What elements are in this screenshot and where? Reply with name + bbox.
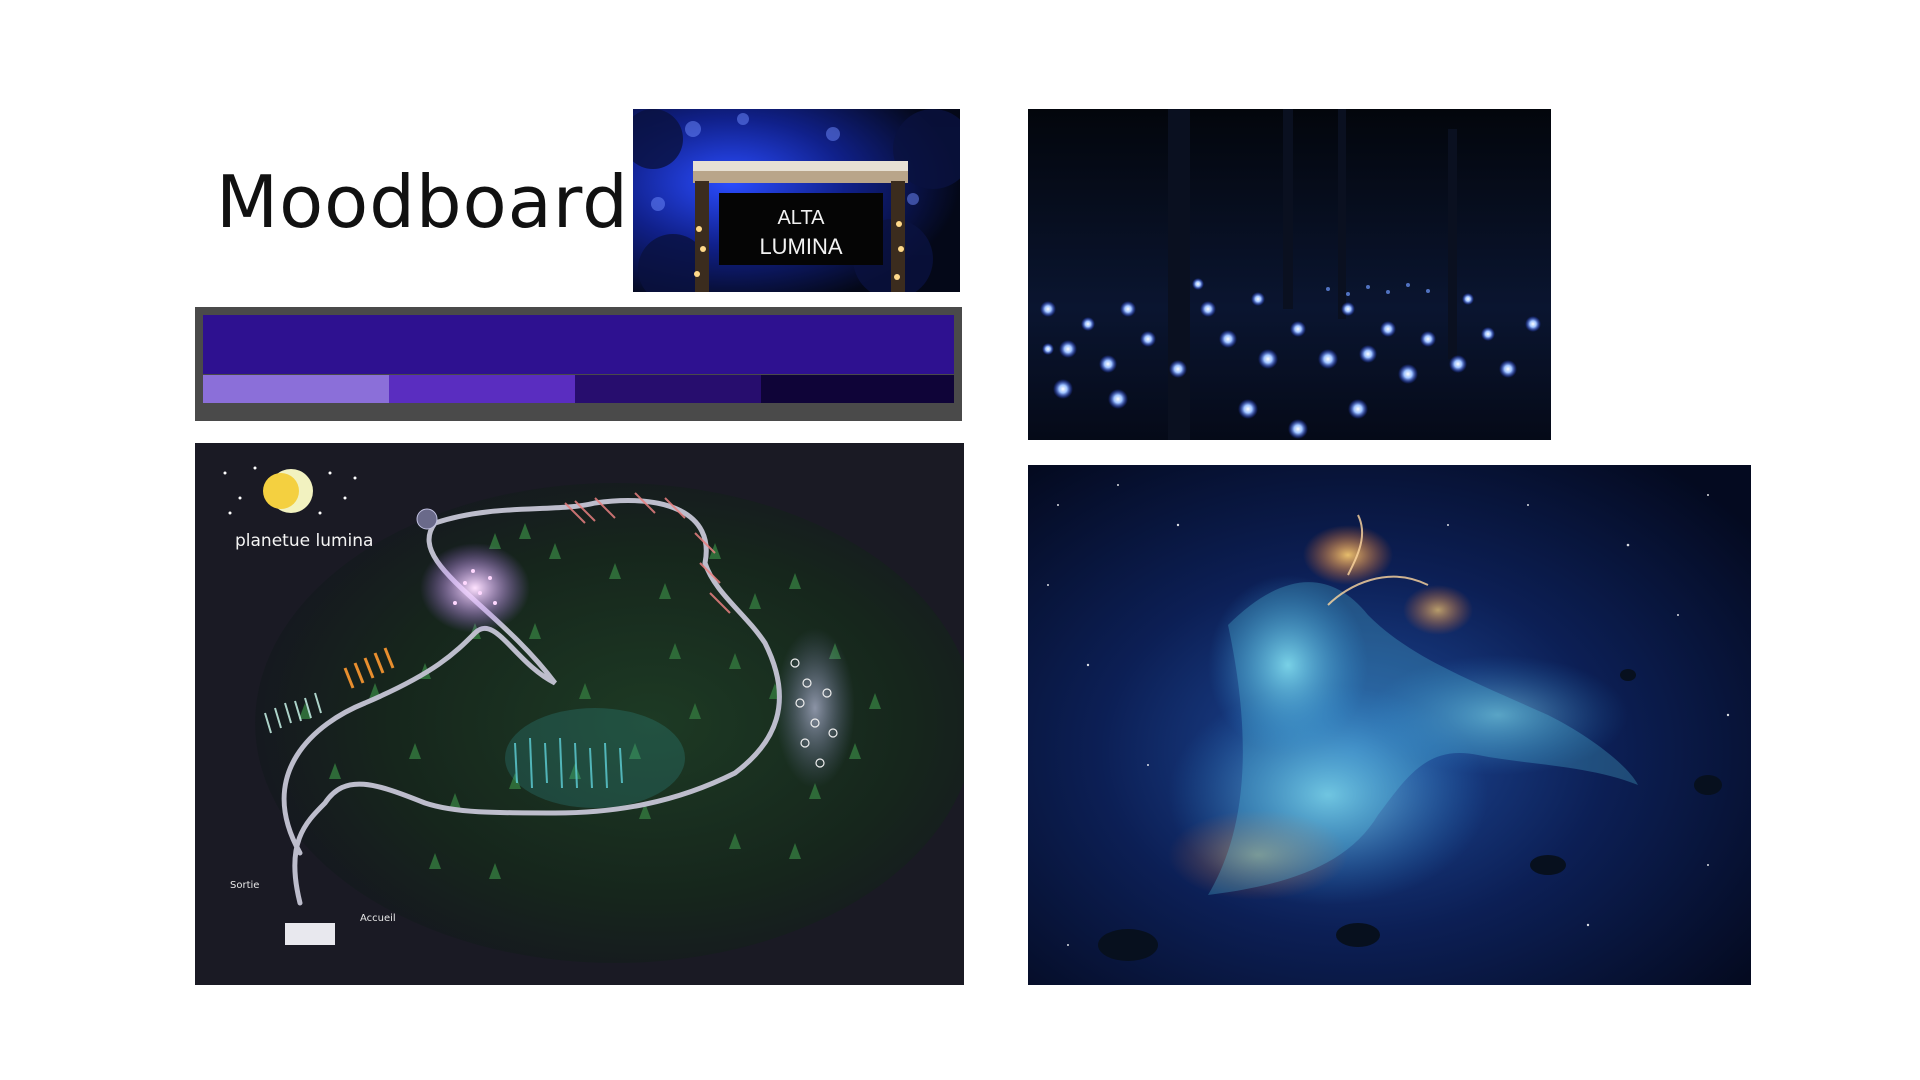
- park-map-illustration: planetue lumina Sortie Accueil: [195, 443, 964, 985]
- nebula-deer-artwork: [1028, 465, 1751, 985]
- map-title: planetue lumina: [235, 531, 373, 551]
- slide-title: Moodboard: [216, 160, 629, 244]
- map-entrance-label: Accueil: [360, 913, 396, 924]
- color-palette: [195, 307, 962, 421]
- palette-swatch-1: [203, 375, 389, 403]
- palette-swatch-4: [761, 375, 954, 403]
- palette-main-swatch: [203, 315, 954, 374]
- palette-swatch-2: [389, 375, 575, 403]
- sign-line-2: LUMINA: [759, 234, 842, 259]
- map-exit-label: Sortie: [230, 880, 259, 891]
- sign-line-1: ALTA: [777, 207, 825, 229]
- palette-swatch-3: [575, 375, 761, 403]
- sign-photo: ALTA LUMINA: [633, 109, 960, 292]
- forest-lights-photo: [1028, 109, 1551, 440]
